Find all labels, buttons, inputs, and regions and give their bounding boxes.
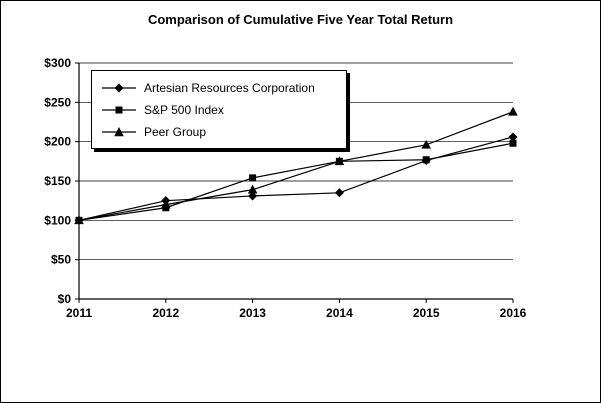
y-axis-label: $0: [58, 292, 72, 306]
y-axis-label: $300: [44, 56, 71, 70]
y-axis-label: $150: [44, 174, 71, 188]
x-axis-label: 2016: [500, 306, 527, 320]
triangle-marker-icon: [247, 184, 258, 194]
diamond-marker-icon: [248, 191, 258, 201]
series-line-square: [78, 142, 514, 221]
triangle-marker-icon: [74, 215, 84, 225]
y-axis-label: $50: [51, 253, 71, 267]
x-axis-label: 2011: [66, 306, 92, 320]
triangle-marker-icon: [102, 126, 136, 136]
x-axis-label: 2015: [413, 306, 440, 320]
triangle-marker-icon: [508, 106, 518, 116]
series-line-triangle: [78, 111, 514, 221]
x-axis-label: 2012: [152, 306, 179, 320]
legend-item-artesian: Artesian Resources Corporation: [102, 79, 336, 96]
diamond-marker-icon: [334, 188, 344, 198]
triangle-marker-icon: [161, 199, 171, 209]
legend-item-sp500: S&P 500 Index: [102, 101, 336, 118]
square-marker-icon: [249, 174, 257, 182]
triangle-marker-icon: [421, 139, 431, 149]
diamond-marker-icon: [102, 83, 136, 92]
series-line-diamond: [78, 136, 514, 221]
square-marker-icon: [102, 106, 136, 113]
x-axis-label: 2014: [326, 306, 353, 320]
y-axis-label: $100: [44, 213, 71, 227]
y-axis-label: $250: [44, 95, 71, 109]
legend: Artesian Resources Corporation S&P 500 I…: [91, 70, 347, 149]
legend-label: Peer Group: [144, 124, 207, 139]
legend-item-peer-group: Peer Group: [102, 123, 336, 140]
x-axis-label: 2013: [239, 306, 266, 320]
square-marker-icon: [509, 139, 517, 147]
legend-label: S&P 500 Index: [144, 102, 224, 117]
square-marker-icon: [422, 156, 430, 164]
triangle-marker-icon: [334, 156, 345, 166]
legend-label: Artesian Resources Corporation: [144, 80, 315, 95]
diamond-marker-icon: [508, 132, 518, 142]
chart-title: Comparison of Cumulative Five Year Total…: [147, 12, 454, 27]
y-axis-label: $200: [44, 135, 71, 149]
